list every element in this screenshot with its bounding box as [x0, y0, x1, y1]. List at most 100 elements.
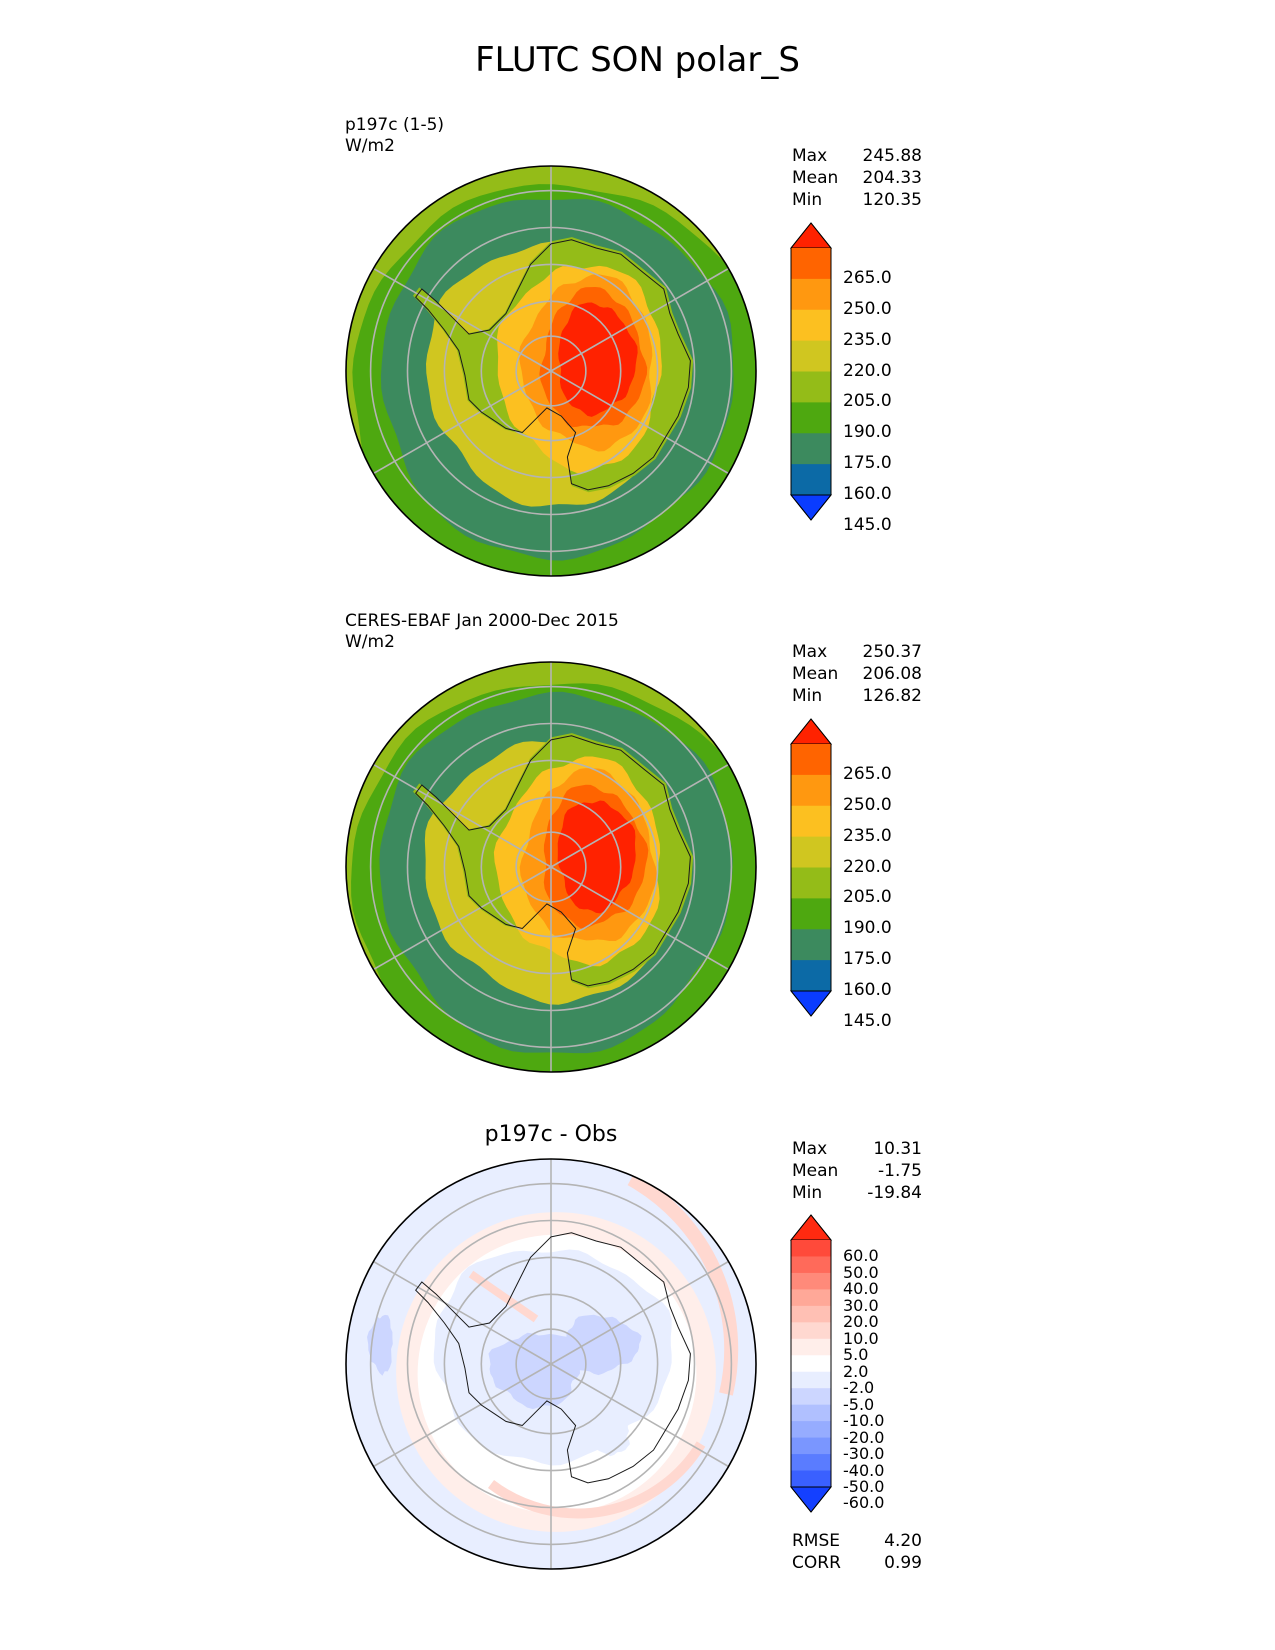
field-cool-patch	[565, 1314, 642, 1376]
panel-1-colorbar-ticks: 265.0 250.0 235.0 220.0 205.0 190.0 175.0 160.0…	[843, 223, 923, 533]
colorbar-tick-label: 30.0	[843, 1295, 879, 1315]
colorbar-segment	[791, 1371, 831, 1389]
colorbar-tick-label: 60.0	[843, 1246, 879, 1266]
colorbar-tick-label: 5.0	[843, 1345, 869, 1365]
panel-3-rmse-label: RMSE	[792, 1531, 841, 1551]
panel-3-polar-map	[345, 1158, 757, 1570]
map-boundary	[345, 1158, 757, 1570]
colorbar-tick-label: -5.0	[843, 1394, 875, 1414]
longitude-line	[550, 866, 729, 971]
field-cool-patch	[577, 1411, 630, 1457]
colorbar-tick-label: 145.0	[843, 514, 892, 535]
panel-1-stats: Max 245.88 Mean 204.33 Min 120.35	[792, 145, 922, 211]
colorbar-extend-min	[789, 990, 833, 1017]
colorbar-segment	[791, 1305, 831, 1323]
panel-3-stat-value: -1.75	[878, 1161, 922, 1181]
panel-2-stat-label: Max	[792, 642, 828, 662]
panel-1-stat-value: 120.35	[862, 190, 922, 210]
colorbar-segment	[791, 1355, 831, 1373]
longitude-line	[373, 267, 552, 372]
longitude-line	[373, 1260, 552, 1365]
panel-2-stat-label: Min	[792, 686, 823, 706]
colorbar-tick-label: 40.0	[843, 1279, 879, 1299]
colorbar-tick-label: 235.0	[843, 825, 892, 846]
panel-2-title: CERES-EBAF Jan 2000-Dec 2015 W/m2	[345, 611, 619, 653]
colorbar-segment	[791, 1338, 831, 1356]
colorbar-tick-label: 20.0	[843, 1312, 879, 1332]
panel-2-colorbar-ticks: 265.0 250.0 235.0 220.0 205.0 190.0 175.0 160.0…	[843, 719, 923, 1029]
colorbar-tick-label: -30.0	[843, 1444, 885, 1464]
longitude-line	[550, 267, 729, 372]
colorbar-segment	[791, 248, 831, 280]
colorbar-segment	[791, 402, 831, 434]
colorbar-tick-label: 205.0	[843, 887, 892, 908]
colorbar-tick-label: 50.0	[843, 1262, 879, 1282]
panel-1-stat-value: 245.88	[862, 146, 922, 166]
map-boundary	[345, 661, 757, 1073]
colorbar-segment	[791, 464, 831, 496]
colorbar-segment	[791, 1289, 831, 1307]
panel-2-colorbar	[789, 718, 833, 1017]
colorbar-segment	[791, 1454, 831, 1472]
panel-1-units-label: W/m2	[345, 136, 395, 156]
colorbar-segment	[791, 309, 831, 342]
colorbar-tick-label: 220.0	[843, 360, 892, 381]
colorbar-tick-label: 265.0	[843, 763, 892, 784]
colorbar-segment	[791, 960, 831, 992]
colorbar-extend-max	[789, 1214, 833, 1241]
panel-3-stat-label: Min	[792, 1183, 823, 1203]
panel-1-stat-value: 204.33	[862, 168, 922, 188]
colorbar-tick-label: 205.0	[843, 391, 892, 412]
colorbar-segment	[791, 1272, 831, 1290]
panel-1-case-label: p197c (1-5)	[345, 115, 445, 135]
panel-3-stat-value: -19.84	[867, 1183, 922, 1203]
colorbar-outline	[790, 1214, 832, 1513]
colorbar-segment	[791, 1421, 831, 1439]
colorbar-tick-label: -10.0	[843, 1411, 885, 1431]
panel-2-stat-value: 250.37	[862, 642, 922, 662]
colorbar-segment	[791, 744, 831, 776]
coastline	[415, 735, 691, 987]
panel-3-stats: Max 10.31 Mean -1.75 Min -19.84	[792, 1138, 922, 1204]
field-cool-patch	[488, 1332, 581, 1410]
field-warm-arc	[487, 1441, 706, 1519]
panel-3-stat-value: 10.31	[873, 1139, 922, 1159]
colorbar-tick-label: 10.0	[843, 1328, 879, 1348]
map-boundary	[345, 165, 757, 577]
longitude-line	[373, 866, 552, 971]
colorbar-segment	[791, 1437, 831, 1455]
colorbar-tick-label: -2.0	[843, 1378, 875, 1398]
coastline	[415, 1232, 691, 1484]
colorbar-extend-max	[789, 718, 833, 745]
colorbar-tick-label: 250.0	[843, 298, 892, 319]
figure-title: FLUTC SON polar_S	[475, 40, 800, 80]
panel-3-stat-label: Mean	[792, 1161, 839, 1181]
colorbar-segment	[791, 1470, 831, 1488]
colorbar-tick-label: 235.0	[843, 329, 892, 350]
graticule	[369, 166, 733, 576]
colorbar-tick-label: 160.0	[843, 484, 892, 504]
colorbar-tick-label: 175.0	[843, 949, 892, 970]
colorbar-extend-min	[789, 494, 833, 521]
graticule	[369, 662, 733, 1072]
colorbar-tick-label: 190.0	[843, 918, 892, 939]
panel-2-units-label: W/m2	[345, 632, 395, 652]
panel-3-corr-label: CORR	[792, 1553, 841, 1573]
colorbar-segment	[791, 836, 831, 868]
colorbar-segment	[791, 929, 831, 961]
field-warm-streak	[468, 1270, 539, 1323]
map-field	[346, 166, 756, 576]
field-high-plateau	[558, 302, 638, 417]
panel-3-error-stats: RMSE 4.20 CORR 0.99	[792, 1530, 922, 1574]
colorbar-extend-max	[789, 222, 833, 249]
colorbar-tick-label: 160.0	[843, 980, 892, 1000]
colorbar-tick-label: 175.0	[843, 453, 892, 474]
colorbar-segment	[791, 774, 831, 807]
colorbar-tick-label: -40.0	[843, 1460, 885, 1480]
colorbar-tick-label: 250.0	[843, 794, 892, 815]
colorbar-segment	[791, 805, 831, 838]
longitude-line	[373, 1363, 552, 1468]
colorbar-segment	[791, 867, 831, 899]
panel-2-stats: Max 250.37 Mean 206.08 Min 126.82	[792, 641, 922, 707]
colorbar-outline	[790, 222, 832, 521]
